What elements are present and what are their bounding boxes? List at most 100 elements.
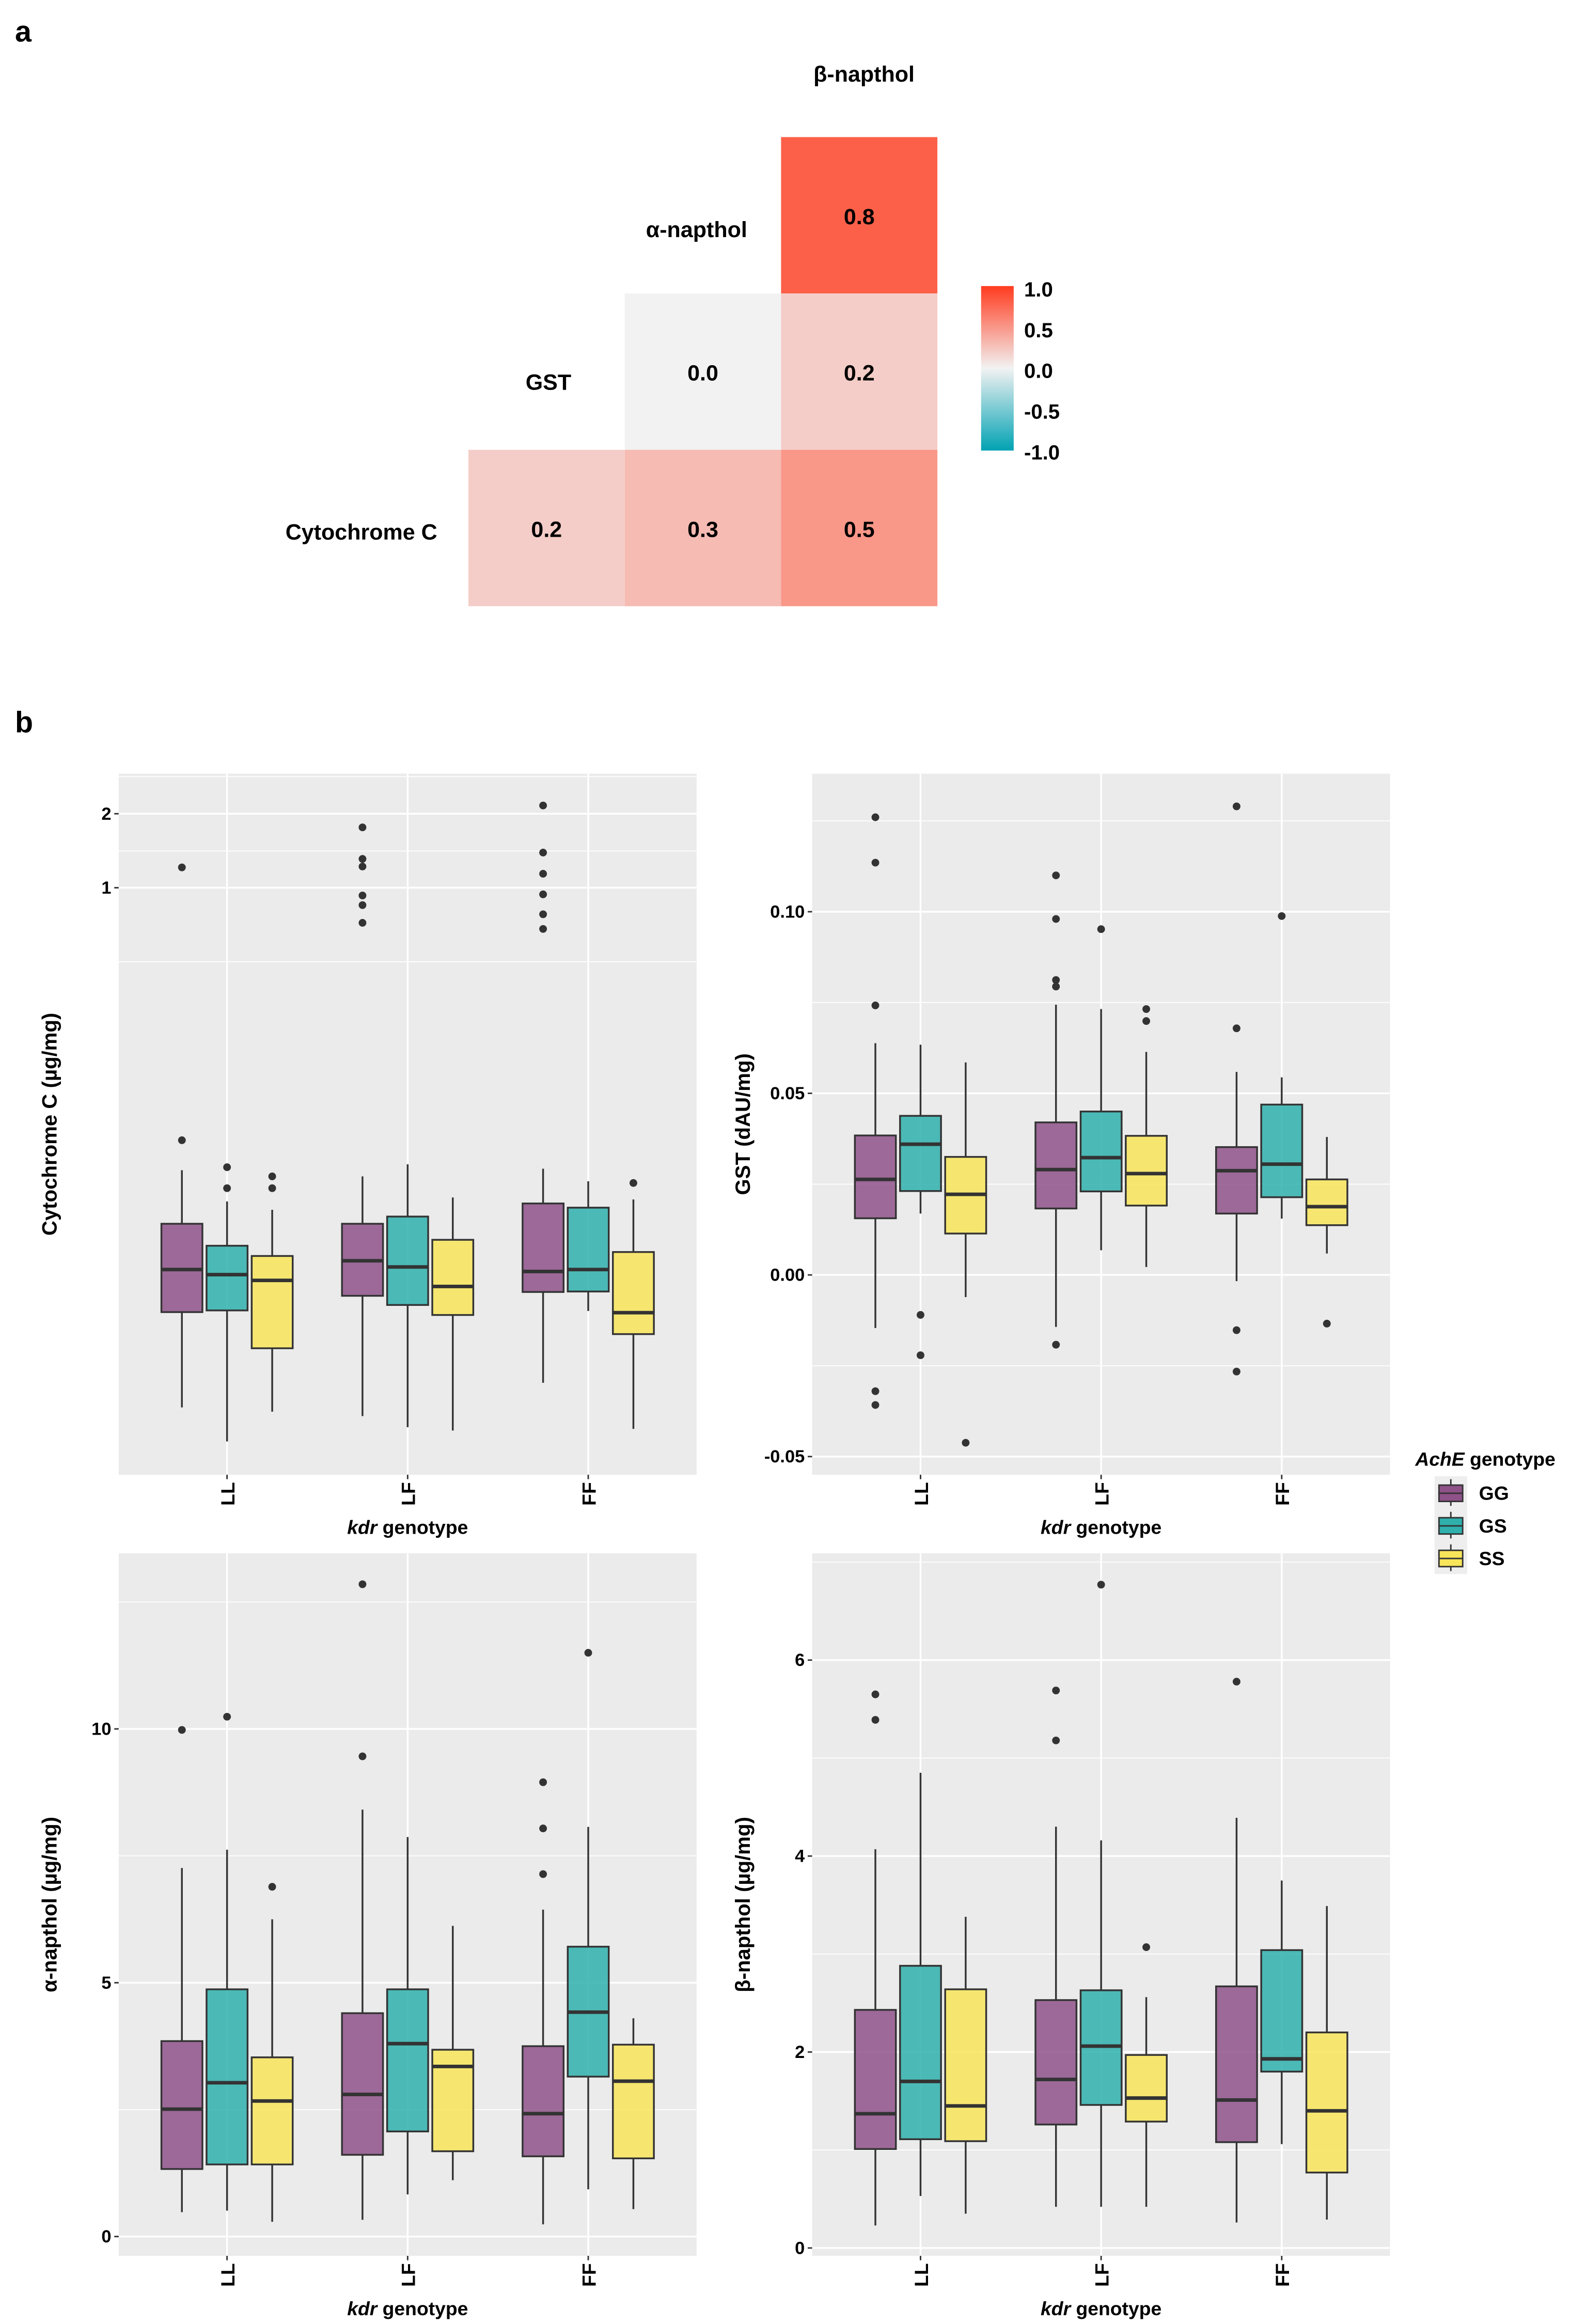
y-tick-label: 0 <box>795 2238 805 2258</box>
x-axis-title-rest: genotype <box>377 2298 468 2319</box>
heatmap-cell-label: 0.2 <box>844 361 875 386</box>
outlier-point <box>1278 912 1286 920</box>
y-axis-title: GST (dAU/mg) <box>731 1053 755 1195</box>
outlier-point <box>1097 925 1105 933</box>
x-tick-label: LL <box>910 1482 932 1506</box>
boxplot-panels: 1 2 LL LF FF Cytochrome C (µg/mg) kdr genotype… <box>38 773 1390 2319</box>
box-body <box>206 1988 249 2165</box>
outlier-point <box>358 855 367 863</box>
outlier-point <box>1232 1367 1240 1376</box>
box-body <box>522 1203 565 1293</box>
outlier-point <box>539 925 547 933</box>
y-tick-label: 6 <box>795 1650 805 1670</box>
outlier-point <box>584 1649 592 1657</box>
outlier-point <box>1232 802 1240 810</box>
box-body <box>1260 1103 1303 1198</box>
outlier-point <box>1052 1340 1060 1349</box>
box-GG-LF <box>341 1580 384 2220</box>
box-body <box>431 1239 475 1316</box>
box-body <box>160 2040 203 2170</box>
outlier-point <box>871 1387 879 1395</box>
box-GS-LF <box>1079 1581 1123 2207</box>
outlier-point <box>268 1883 276 1891</box>
box-SS-LL <box>250 1172 294 1412</box>
box-body <box>1305 1178 1348 1226</box>
x-axis-title-italic: kdr <box>347 1517 379 1538</box>
box-GS-FF <box>1260 1880 1303 2144</box>
outlier-point <box>871 813 879 821</box>
legend-title: AchE genotype <box>1415 1448 1555 1470</box>
box-GS-LF <box>386 1837 429 2195</box>
outlier-point <box>358 919 367 927</box>
outlier-point <box>178 863 186 871</box>
box-body <box>1125 1135 1168 1207</box>
colorbar-tick-label: 1.0 <box>1024 278 1053 301</box>
x-axis-title: kdr genotype <box>347 1517 468 1538</box>
y-tick-label: 1 <box>101 878 111 898</box>
outlier-point <box>962 1439 970 1447</box>
outlier-point <box>358 1752 367 1760</box>
y-tick-label: 2 <box>101 804 111 824</box>
legend-label: GG <box>1479 1483 1509 1504</box>
y-tick-label: 2 <box>795 2042 805 2062</box>
y-tick-label: 4 <box>795 1847 805 1866</box>
legend-entry-GG: GG <box>1438 1479 1509 1506</box>
box-body <box>944 1988 987 2142</box>
box-GG-FF <box>1215 802 1258 1376</box>
box-body <box>899 1964 942 2141</box>
box-body <box>1079 1111 1123 1193</box>
box-body <box>612 1251 655 1335</box>
x-axis-title-italic: kdr <box>1041 1517 1072 1538</box>
box-body <box>250 2056 294 2165</box>
outlier-point <box>629 1179 637 1187</box>
box-body <box>612 2044 655 2160</box>
box-body <box>567 1207 610 1292</box>
outlier-point <box>1232 1678 1240 1686</box>
x-tick-label: FF <box>578 1482 600 1506</box>
box-SS-FF <box>1305 1136 1348 1328</box>
outlier-point <box>1232 1024 1240 1033</box>
box-GG-FF <box>522 1778 565 2225</box>
y-tick-label: 0.00 <box>770 1266 805 1285</box>
x-axis-title-rest: genotype <box>377 1517 468 1538</box>
heatmap-cell-label: 0.3 <box>687 517 718 542</box>
y-tick-label: 0 <box>101 2227 111 2247</box>
outlier-point <box>917 1351 924 1360</box>
box-body <box>522 2045 565 2158</box>
box-GS-LL <box>206 1163 249 1442</box>
x-tick-label: LF <box>398 1482 419 1506</box>
outlier-point <box>358 892 367 900</box>
outlier-point <box>223 1163 231 1172</box>
outlier-point <box>1052 982 1060 991</box>
heatmap-cell-label: 0.0 <box>687 361 718 386</box>
box-body <box>386 1215 429 1306</box>
outlier-point <box>539 870 547 878</box>
y-axis-title: β-napthol (µg/mg) <box>731 1817 755 1992</box>
variable-label: α-napthol <box>646 217 747 242</box>
x-tick-label: LL <box>910 2263 932 2287</box>
x-axis-title-rest: genotype <box>1071 1517 1161 1538</box>
outlier-point <box>223 1184 231 1192</box>
colorbar-tick-label: 0.5 <box>1024 319 1053 342</box>
outlier-point <box>539 1870 547 1878</box>
box-body <box>1260 1949 1303 2073</box>
legend: AchE genotype GG GS SS <box>1415 1448 1556 1574</box>
box-body <box>206 1244 249 1312</box>
correlation-heatmap: 0.8 0.0 0.2 0.2 0.3 0.5 Cytochrome C GST α-napth… <box>286 62 1060 606</box>
colorbar-tick-label: -1.0 <box>1024 441 1060 464</box>
box-SS-LF <box>1125 1005 1168 1267</box>
outlier-point <box>1323 1319 1331 1328</box>
outlier-point <box>1052 915 1060 923</box>
box-GS-FF <box>567 1181 610 1311</box>
outlier-point <box>358 901 367 909</box>
outlier-point <box>358 1580 367 1588</box>
heatmap-cell <box>468 449 625 606</box>
box-GG-LF <box>1034 1687 1078 2207</box>
box-body <box>1305 2031 1348 2174</box>
outlier-point <box>358 863 367 870</box>
box-GS-FF <box>567 1649 610 2190</box>
box-GG-LF <box>341 823 384 1416</box>
box-SS-FF <box>612 1179 655 1429</box>
legend-title-rest: genotype <box>1465 1448 1556 1470</box>
x-axis-title: kdr genotype <box>347 2298 468 2319</box>
